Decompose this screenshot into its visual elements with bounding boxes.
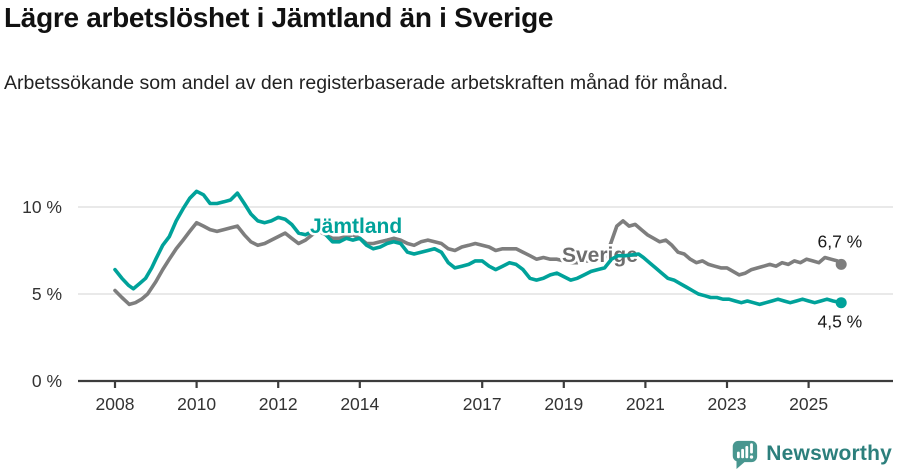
series-line-jämtland [113,189,844,307]
x-tick-label: 2012 [259,394,298,414]
newsworthy-logo-text: Newsworthy [766,442,892,465]
y-tick-label: 0 % [32,371,62,391]
x-tick-label: 2019 [544,394,583,414]
series-end-value-sverige: 6,7 % [817,231,862,251]
x-tick-label: 2010 [177,394,216,414]
x-tick-label: 2008 [96,394,135,414]
y-tick-label: 5 % [32,284,62,304]
newsworthy-logo-icon [733,440,758,469]
chart-subtitle: Arbetssökande som andel av den registerb… [4,72,729,94]
exclamation-glyph [750,443,754,454]
series-end-dot-jämtland [835,297,847,309]
bar-chart-glyph [737,451,741,459]
series-end-value-jämtland: 4,5 % [817,312,862,332]
series-end-dot-sverige [835,258,847,270]
footer-brand: Newsworthy [729,438,892,470]
x-tick-label: 2023 [708,394,747,414]
x-tick-label: 2014 [340,394,379,414]
x-tick-label: 2021 [626,394,665,414]
x-tick-label: 2017 [463,394,502,414]
series-label-jämtland: Jämtland [310,215,402,238]
chart-title: Lägre arbetslöshet i Jämtland än i Sveri… [4,2,554,33]
y-tick-label: 10 % [22,197,62,217]
series-line-sverige [113,219,844,307]
x-tick-label: 2025 [789,394,828,414]
